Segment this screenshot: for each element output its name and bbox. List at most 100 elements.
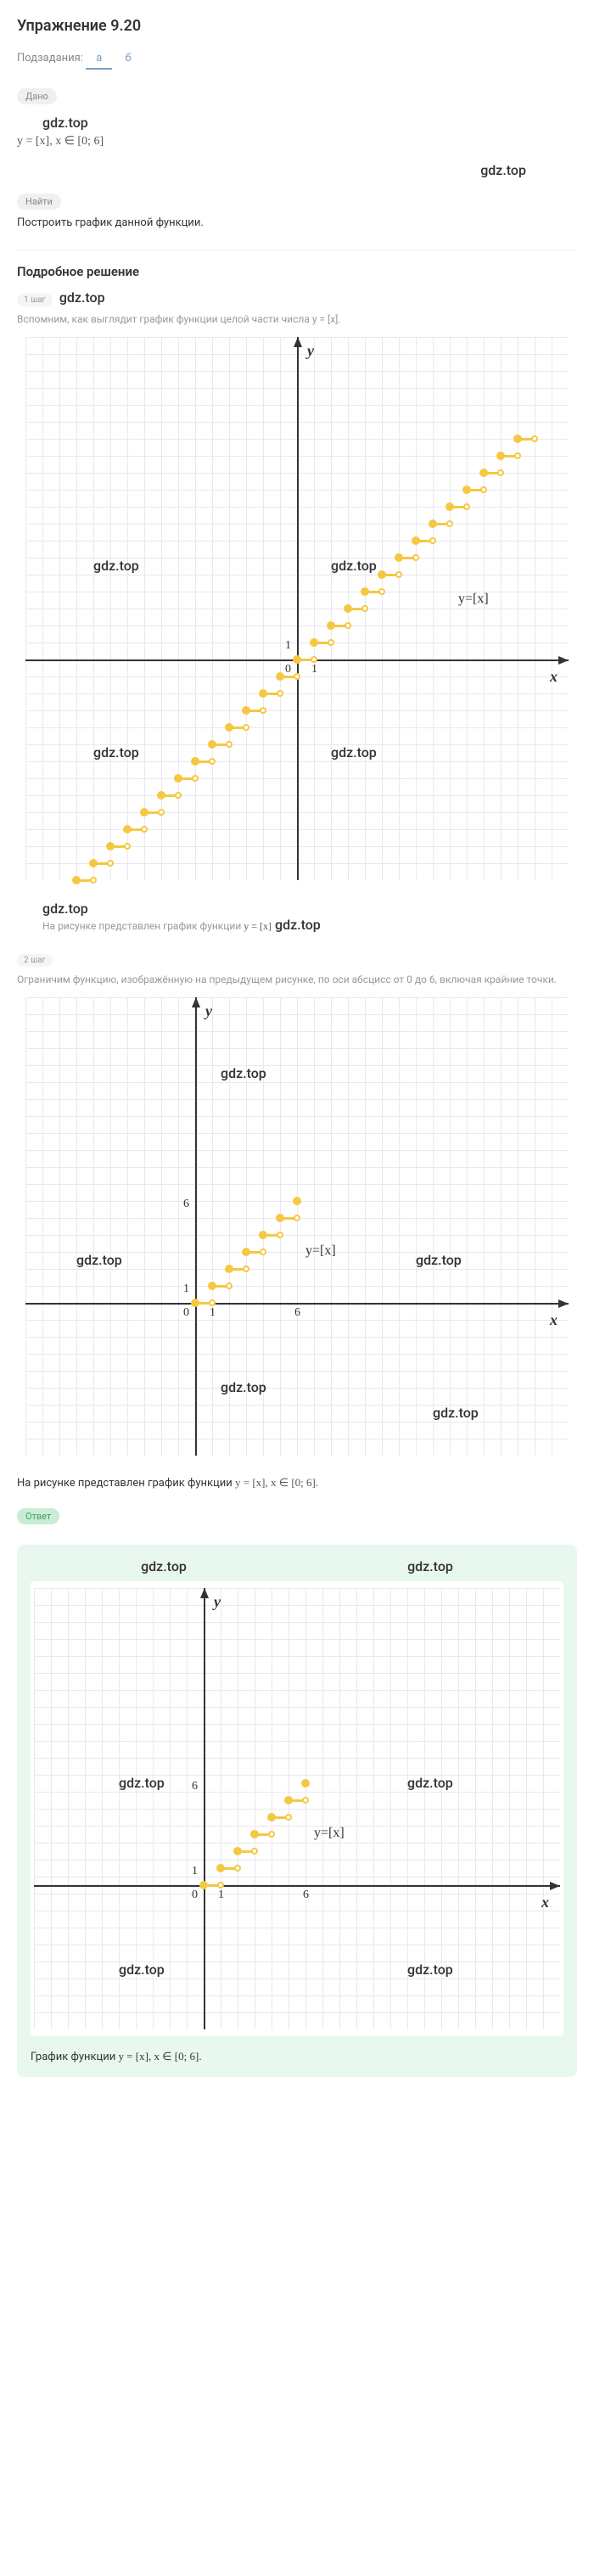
axis-x	[25, 1303, 569, 1305]
tab-a[interactable]: а	[86, 48, 112, 70]
watermark: gdz.top	[76, 1252, 122, 1268]
watermark: gdz.top	[416, 1252, 462, 1268]
watermark: gdz.top	[407, 1775, 453, 1791]
tab-b[interactable]: б	[115, 48, 142, 68]
find-text: Построить график данной функции.	[17, 216, 577, 229]
step-point-open	[361, 605, 368, 612]
step-point-open	[141, 826, 148, 833]
tick-1-x: 1	[210, 1306, 216, 1320]
subtasks-row: Подзадания: а б	[17, 48, 577, 70]
step-point-open	[277, 690, 283, 697]
watermark: gdz.top	[221, 1065, 266, 1081]
step-1-prefix: Вспомним, как выглядит график функции це…	[17, 313, 312, 325]
tick-6-x: 6	[294, 1306, 300, 1320]
axis-y-arrow	[192, 997, 200, 1007]
step-point-open	[226, 741, 233, 748]
step-point-open	[395, 571, 402, 578]
tick-1-y: 1	[285, 639, 291, 653]
answer-formula: y = [x], x ∈ [0; 6]	[118, 2050, 199, 2062]
step-2-val-a: 0	[406, 974, 412, 985]
step-point-open	[268, 1831, 275, 1838]
origin-label: 0	[183, 1306, 189, 1320]
watermark: gdz.top	[407, 1961, 453, 1978]
step-point-open	[90, 877, 97, 884]
subtasks-label: Подзадания:	[17, 52, 83, 65]
axis-y-arrow	[294, 337, 302, 347]
y-axis-label: y	[307, 342, 314, 360]
solution-header: Подробное решение	[17, 250, 577, 289]
caption-1-prefix: На рисунке представлен график функции	[42, 920, 244, 932]
step-2-prefix: Ограничим функцию, изображённую на преды…	[17, 974, 406, 985]
step-point-open	[514, 452, 521, 459]
x-axis-label: x	[550, 1311, 558, 1329]
answer-prefix: График функции	[31, 2051, 118, 2063]
y-axis-label: y	[214, 1593, 221, 1611]
x-axis-label: x	[550, 668, 558, 686]
watermark: gdz.top	[331, 558, 377, 574]
step-point-open	[251, 1848, 258, 1855]
step-2-suffix: , включая крайние точки.	[435, 974, 557, 985]
tick-6-y: 6	[192, 1780, 198, 1793]
step-point-open	[446, 520, 453, 527]
watermark: gdz.top	[141, 1558, 187, 1574]
answer-text: График функции y = [x], x ∈ [0; 6].	[31, 2050, 563, 2063]
watermark: gdz.top	[119, 1961, 165, 1978]
step-1-badge: 1 шаг	[17, 294, 53, 306]
step-point-open	[531, 435, 538, 442]
func-label: y=[x]	[305, 1243, 336, 1259]
tick-1-x: 1	[218, 1889, 224, 1902]
step-point-open	[285, 1814, 292, 1821]
step-point-open	[260, 1249, 266, 1255]
step-point-open	[175, 792, 182, 799]
step-point-open	[294, 673, 300, 680]
step-2-block: 2 шаг Ограничим функцию, изображённую на…	[17, 950, 577, 987]
watermark: gdz.top	[42, 901, 88, 917]
step-1-suffix: .	[338, 313, 340, 325]
step-point-open	[378, 588, 385, 595]
chart-1: x y 0 1 1 y=[x] gdz.top gdz.top gdz.top …	[17, 337, 577, 880]
axis-x-arrow	[558, 656, 569, 665]
exercise-title: Упражнение 9.20	[17, 17, 577, 35]
step-point-closed	[293, 1197, 301, 1205]
step-point-open	[234, 1865, 241, 1872]
step-point-open	[497, 469, 504, 476]
step-point-open	[302, 1797, 309, 1804]
axis-y-arrow	[200, 1588, 209, 1598]
step-2-badge: 2 шаг	[17, 954, 53, 967]
step-point-open	[209, 758, 216, 765]
axis-x-arrow	[558, 1299, 569, 1308]
func-label: y=[x]	[314, 1826, 345, 1841]
watermark: gdz.top	[221, 1379, 266, 1395]
step-point-open	[243, 1266, 249, 1272]
watermark: gdz.top	[331, 744, 377, 760]
step-1-formula: y = [x]	[312, 313, 339, 325]
axis-x	[34, 1885, 560, 1887]
y-axis-label: y	[205, 1002, 212, 1020]
step-1-text: Вспомним, как выглядит график функции це…	[17, 311, 577, 327]
step-point-open	[209, 1299, 216, 1306]
caption-2-formula: y = [x], x ∈ [0; 6]	[235, 1476, 316, 1489]
x-axis-label: x	[541, 1894, 549, 1911]
step-2-text: Ограничим функцию, изображённую на преды…	[17, 972, 577, 987]
step-point-closed	[301, 1779, 310, 1787]
step-point-open	[345, 622, 351, 629]
watermark: gdz.top	[93, 558, 139, 574]
given-badge: Дано	[17, 88, 57, 104]
tick-1-x: 1	[311, 663, 317, 676]
chart-2: x y 0 1 6 1 6 y=[x] gdz.top gdz.top gdz.…	[17, 997, 577, 1456]
answer-block: Ответ gdz.top gdz.top x y 0 1 6 1 6	[17, 1507, 577, 2077]
caption-2: На рисунке представлен график функции y …	[17, 1476, 577, 1490]
step-point-open	[192, 775, 199, 782]
caption-2-prefix: На рисунке представлен график функции	[17, 1477, 235, 1490]
step-point-open	[328, 639, 334, 646]
axis-x-arrow	[550, 1882, 560, 1890]
watermark: gdz.top	[59, 289, 105, 306]
answer-suffix: .	[199, 2051, 201, 2063]
step-point-open	[277, 1232, 283, 1238]
step-point-open	[243, 724, 249, 731]
given-block: Дано gdz.top y = [x], x ∈ [0; 6]	[17, 87, 577, 149]
caption-1-formula: y = [x]	[244, 920, 272, 932]
chart-3: x y 0 1 6 1 6 y=[x] gdz.top gdz.top gdz.…	[31, 1581, 563, 2036]
step-point-open	[294, 1215, 300, 1221]
caption-2-suffix: .	[316, 1477, 318, 1490]
